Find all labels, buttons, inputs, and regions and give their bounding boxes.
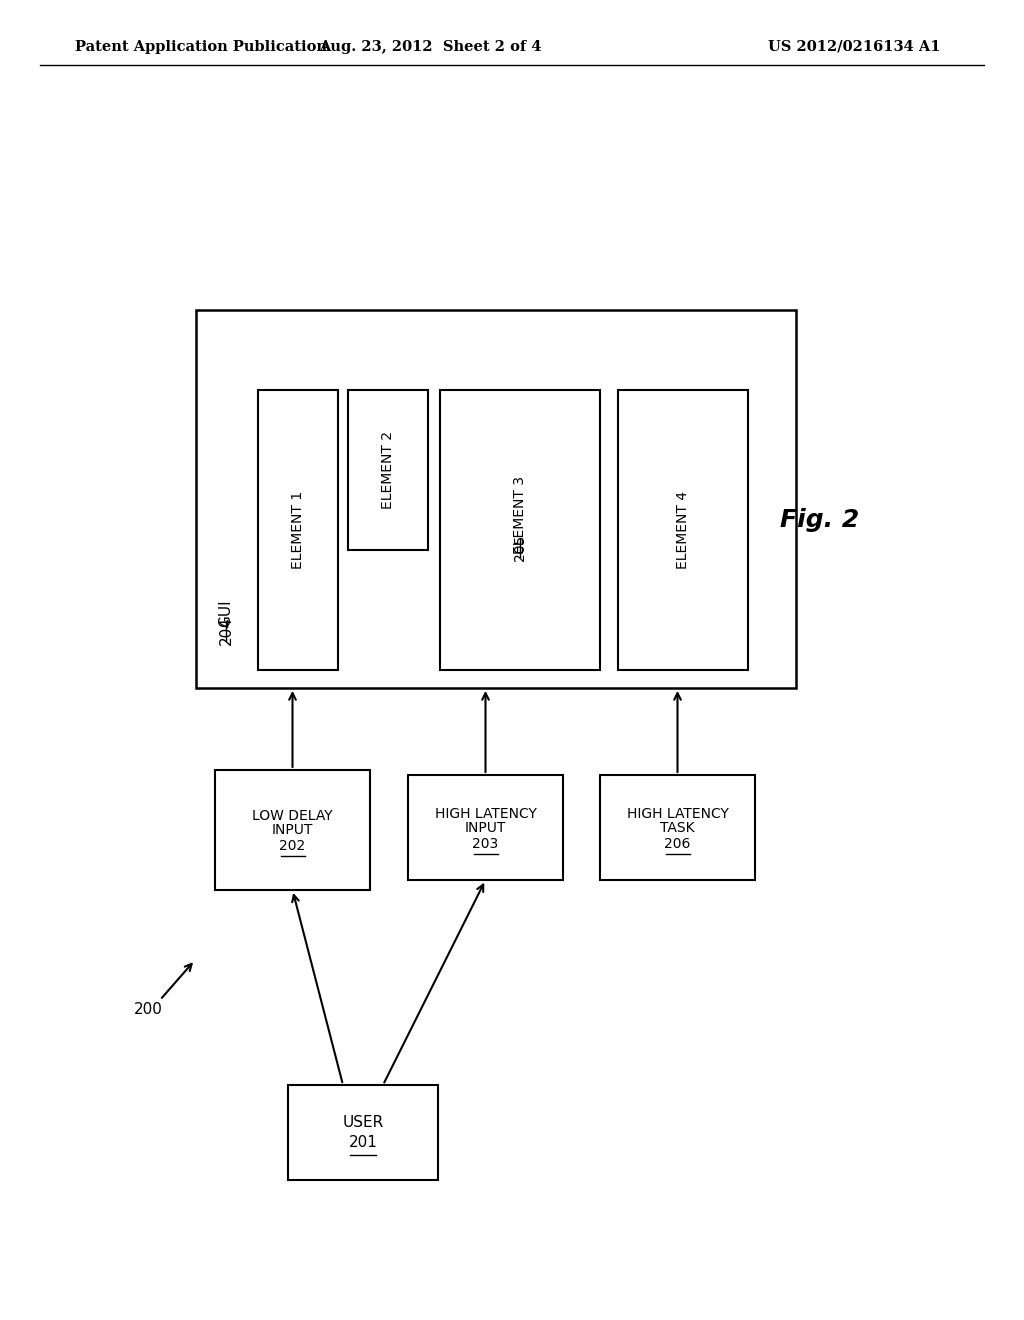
- Text: Fig. 2: Fig. 2: [780, 508, 859, 532]
- Bar: [408, 775, 563, 880]
- Bar: [348, 389, 428, 550]
- FancyArrowPatch shape: [482, 693, 488, 772]
- Text: US 2012/0216134 A1: US 2012/0216134 A1: [768, 40, 940, 54]
- FancyArrowPatch shape: [292, 895, 342, 1082]
- FancyArrowPatch shape: [162, 964, 191, 998]
- Text: HIGH LATENCY: HIGH LATENCY: [627, 807, 728, 821]
- Bar: [258, 389, 338, 671]
- Bar: [618, 389, 748, 671]
- Bar: [440, 389, 600, 671]
- FancyArrowPatch shape: [289, 693, 296, 767]
- Text: USER: USER: [342, 1115, 384, 1130]
- FancyArrowPatch shape: [384, 884, 483, 1082]
- Bar: [600, 775, 755, 880]
- Text: GUI: GUI: [218, 599, 233, 627]
- Text: LOW DELAY: LOW DELAY: [252, 809, 333, 822]
- FancyArrowPatch shape: [674, 693, 681, 772]
- Text: ELEMENT 2: ELEMENT 2: [381, 432, 395, 510]
- Bar: [215, 770, 370, 890]
- Text: Patent Application Publication: Patent Application Publication: [75, 40, 327, 54]
- Text: HIGH LATENCY: HIGH LATENCY: [434, 807, 537, 821]
- Bar: [196, 310, 796, 688]
- Text: 200: 200: [133, 1002, 163, 1018]
- Text: INPUT: INPUT: [271, 822, 313, 837]
- Text: TASK: TASK: [660, 821, 695, 834]
- Text: ELEMENT 1: ELEMENT 1: [291, 491, 305, 569]
- Text: 205: 205: [513, 535, 527, 561]
- Text: ELEMENT 4: ELEMENT 4: [676, 491, 690, 569]
- Text: 202: 202: [280, 840, 305, 853]
- Text: 201: 201: [348, 1135, 378, 1150]
- Bar: [288, 1085, 438, 1180]
- Text: ELEMENT 3: ELEMENT 3: [513, 477, 527, 554]
- Text: Aug. 23, 2012  Sheet 2 of 4: Aug. 23, 2012 Sheet 2 of 4: [318, 40, 542, 54]
- Text: INPUT: INPUT: [465, 821, 506, 834]
- Text: 203: 203: [472, 837, 499, 850]
- Text: 206: 206: [665, 837, 690, 850]
- Text: 204: 204: [218, 616, 233, 645]
